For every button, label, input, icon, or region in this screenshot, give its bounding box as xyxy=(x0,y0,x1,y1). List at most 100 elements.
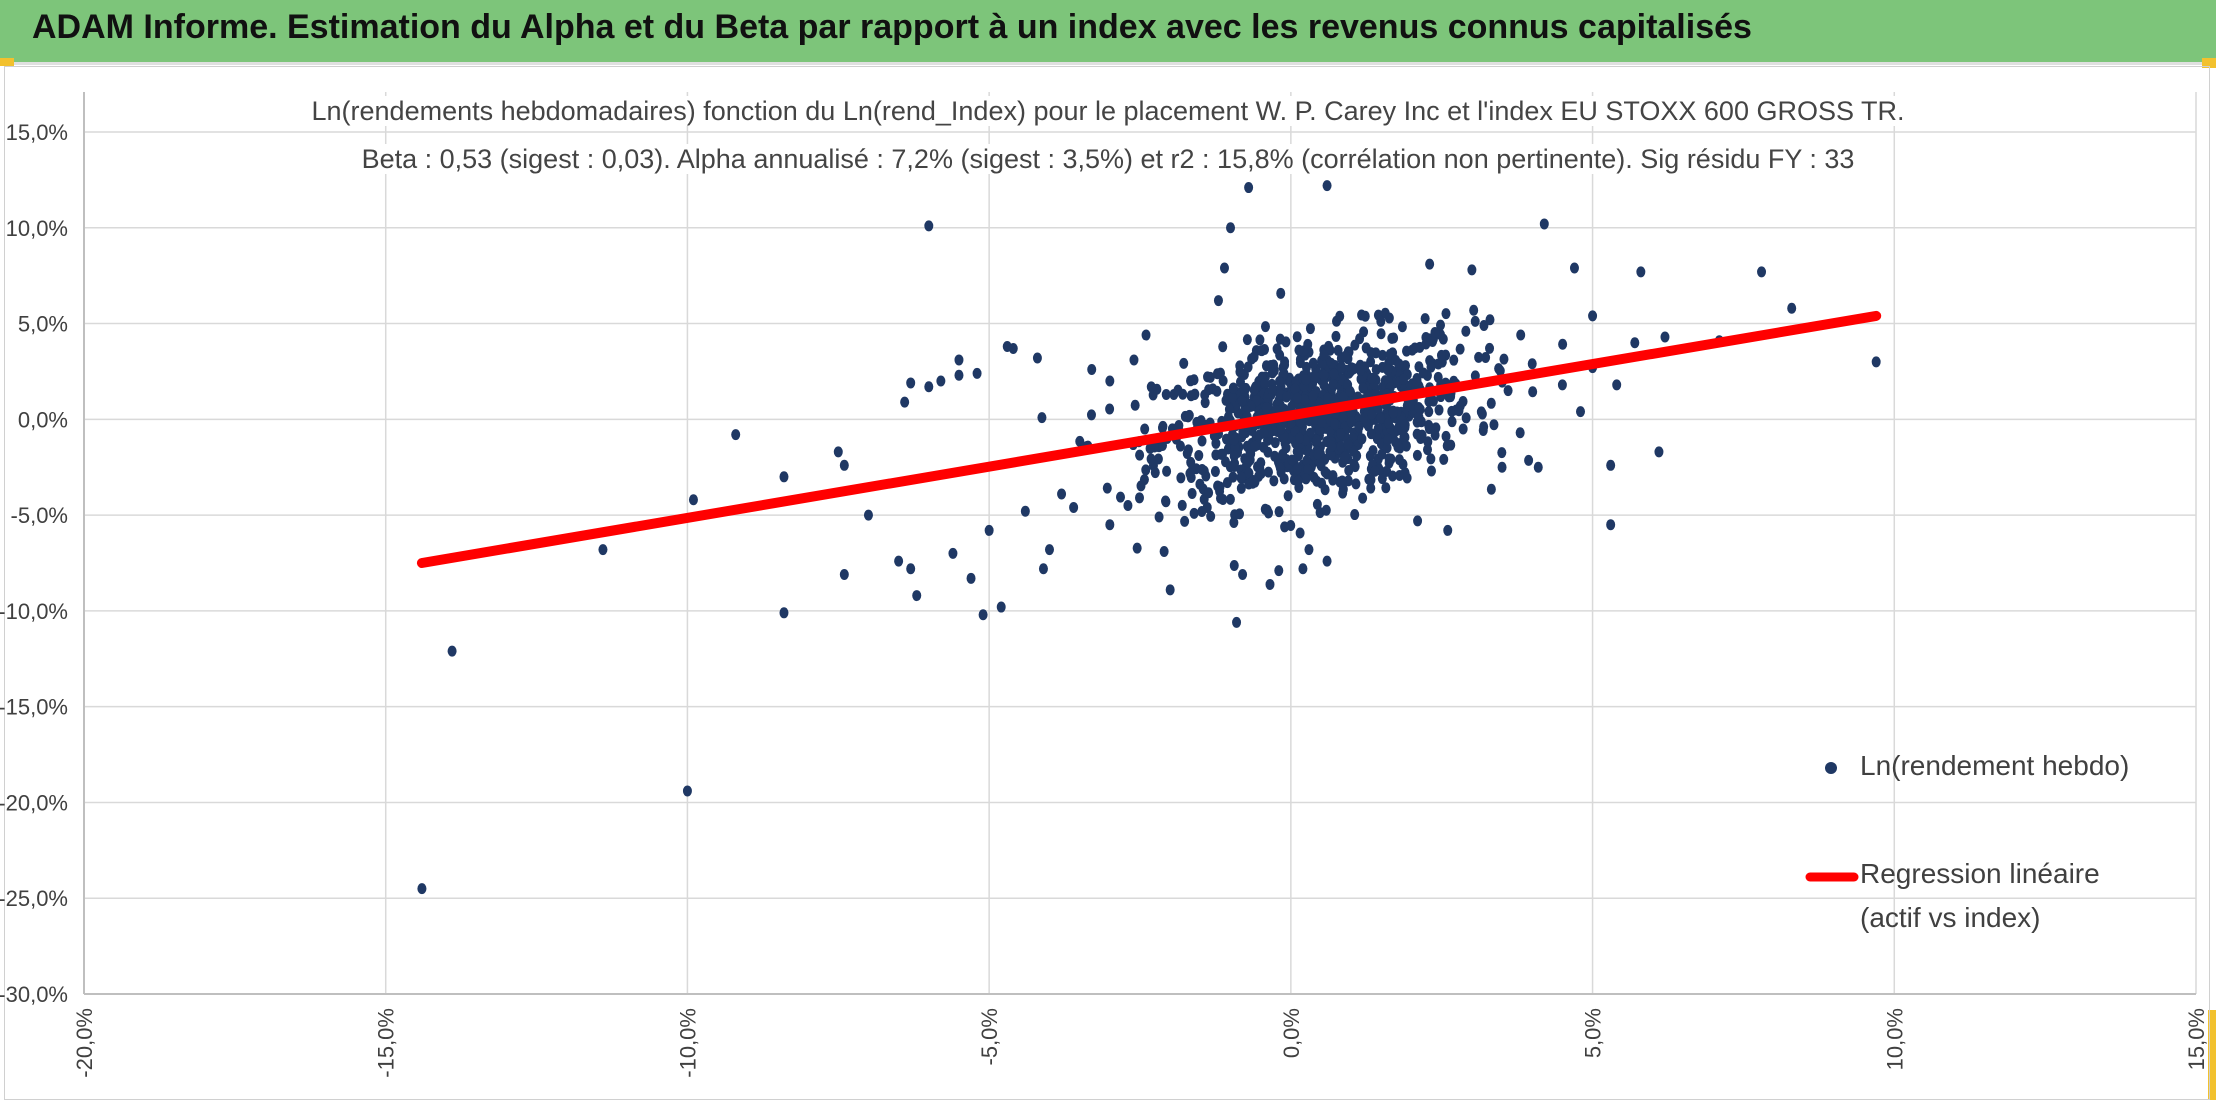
scatter-point xyxy=(1260,503,1270,515)
scatter-point xyxy=(1328,378,1338,390)
scatter-point xyxy=(1320,484,1330,496)
scatter-point xyxy=(1280,356,1290,368)
scatter-point xyxy=(1294,432,1304,444)
scatter-point xyxy=(1322,555,1332,567)
scatter-point xyxy=(1516,329,1526,341)
scatter-point xyxy=(1057,488,1067,500)
y-tick-label: -10,0% xyxy=(0,599,68,624)
scatter-point xyxy=(1309,370,1319,382)
scatter-point xyxy=(1355,333,1365,345)
scatter-point xyxy=(1349,445,1359,457)
scatter-point xyxy=(1206,510,1216,522)
scatter-point xyxy=(1295,527,1305,539)
scatter-point xyxy=(1329,368,1339,380)
scatter-point xyxy=(1424,406,1434,418)
scatter-point xyxy=(1179,357,1189,369)
scatter-point xyxy=(936,375,946,387)
scatter-point xyxy=(1443,524,1453,536)
scatter-point xyxy=(1576,406,1586,418)
scatter-point xyxy=(1383,364,1393,376)
scatter-point xyxy=(1402,345,1412,357)
scatter-point xyxy=(1242,334,1252,346)
scatter-point xyxy=(1497,461,1507,473)
scatter-point xyxy=(1298,563,1308,575)
scatter-point xyxy=(1569,262,1579,274)
scatter-point xyxy=(1069,501,1079,513)
scatter-point xyxy=(1358,382,1368,394)
scatter-point xyxy=(1351,478,1361,490)
scatter-point xyxy=(1377,473,1387,485)
scatter-point xyxy=(1129,354,1139,366)
scatter-point xyxy=(1426,361,1436,373)
scatter-point xyxy=(1239,383,1249,395)
grid-layer xyxy=(83,92,2197,995)
scatter-point xyxy=(1283,490,1293,502)
scatter-point xyxy=(1344,464,1354,476)
scatter-point xyxy=(1204,487,1214,499)
scatter-point xyxy=(1184,409,1194,421)
scatter-point xyxy=(1130,399,1140,411)
scatter-point xyxy=(1384,417,1394,429)
scatter-point xyxy=(1303,463,1313,475)
scatter-point xyxy=(1141,329,1151,341)
scatter-point xyxy=(1449,354,1459,366)
scatter-point xyxy=(1177,499,1187,511)
scatter-point xyxy=(1533,461,1543,473)
scatter-point xyxy=(1340,451,1350,463)
scatter-point xyxy=(1269,475,1279,487)
scatter-point xyxy=(1366,347,1376,359)
scatter-point xyxy=(1132,542,1142,554)
scatter-point xyxy=(1412,449,1422,461)
scatter-point xyxy=(1229,517,1239,529)
scatter-point xyxy=(1196,415,1206,427)
scatter-point xyxy=(447,645,457,657)
scatter-point xyxy=(1154,511,1164,523)
scatter-point xyxy=(1366,474,1376,486)
header-banner: ADAM Informe. Estimation du Alpha et du … xyxy=(0,0,2216,65)
scatter-point xyxy=(1470,315,1480,327)
scatter-point xyxy=(1461,325,1471,337)
scatter-point xyxy=(1319,379,1329,391)
scatter-point xyxy=(1210,465,1220,477)
scatter-point xyxy=(1244,182,1254,194)
scatter-point xyxy=(1044,544,1054,556)
scatter-point xyxy=(1303,338,1313,350)
scatter-point xyxy=(839,459,849,471)
scatter-point xyxy=(1394,358,1404,370)
scatter-point xyxy=(1249,384,1259,396)
scatter-point xyxy=(1259,427,1269,439)
scatter-point xyxy=(1606,519,1616,531)
scatter-point xyxy=(1232,616,1242,628)
scatter-point xyxy=(1346,416,1356,428)
scatter-point xyxy=(1197,463,1207,475)
scatter-point xyxy=(1265,578,1275,590)
scatter-point xyxy=(1365,450,1375,462)
scatter-point xyxy=(1116,491,1126,503)
scatter-point xyxy=(1176,472,1186,484)
scatter-point xyxy=(1317,358,1327,370)
scatter-point xyxy=(1381,482,1391,494)
scatter-point xyxy=(1161,389,1171,401)
scatter-point xyxy=(924,220,934,232)
scatter-point xyxy=(1333,344,1343,356)
scatter-point xyxy=(1439,453,1449,465)
scatter-point xyxy=(1424,419,1434,431)
scatter-point xyxy=(1225,493,1235,505)
scatter-point xyxy=(1313,448,1323,460)
scatter-point xyxy=(1302,455,1312,467)
scatter-point xyxy=(1157,439,1167,451)
legend-scatter-marker xyxy=(1825,762,1837,774)
scatter-point xyxy=(863,509,873,521)
scatter-point xyxy=(1397,321,1407,333)
scatter-point xyxy=(1430,429,1440,441)
scatter-point xyxy=(1256,457,1266,469)
scatter-point xyxy=(1358,492,1368,504)
scatter-point xyxy=(1400,419,1410,431)
y-tick-label: -15,0% xyxy=(0,695,68,720)
scatter-point xyxy=(1008,342,1018,354)
scatter-point xyxy=(1292,392,1302,404)
scatter-point xyxy=(1398,373,1408,385)
scatter-point xyxy=(1393,441,1403,453)
scatter-point xyxy=(1228,471,1238,483)
